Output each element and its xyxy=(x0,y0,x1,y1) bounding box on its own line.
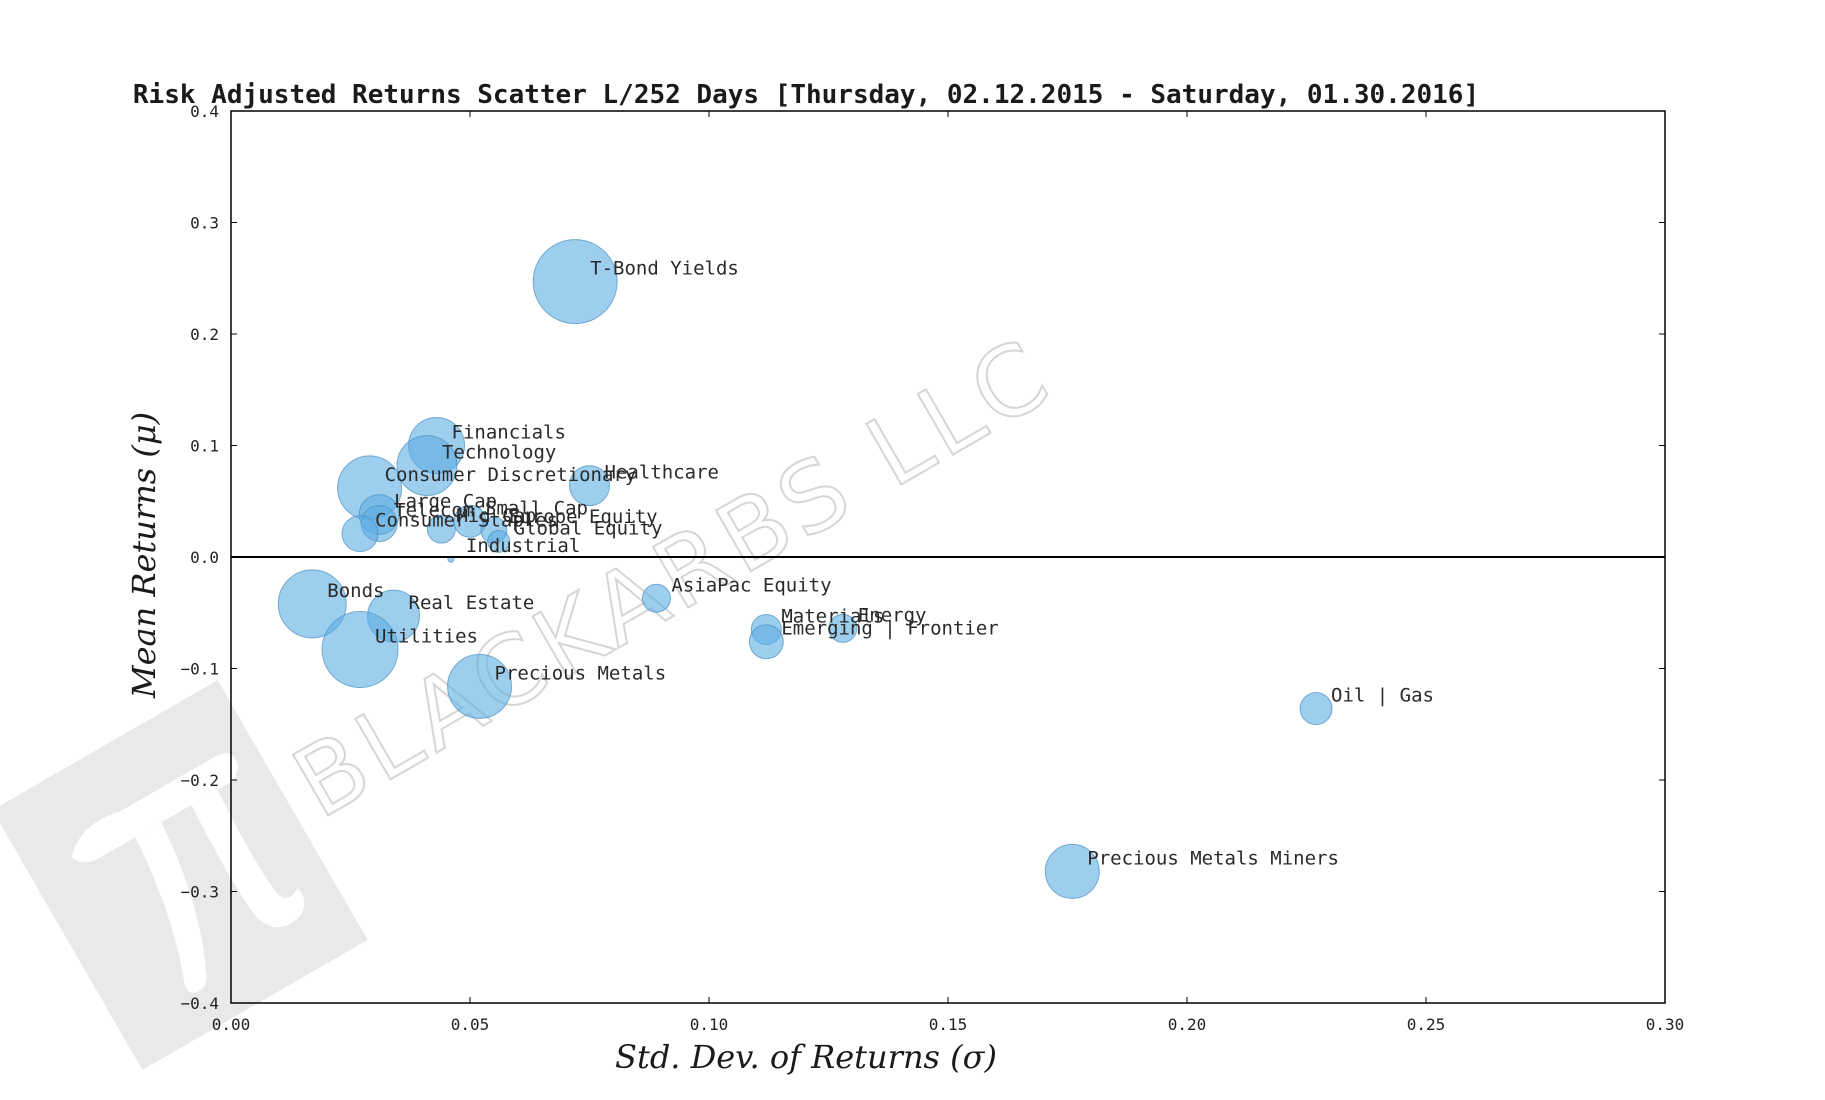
point-label: Telecom xyxy=(394,500,474,522)
point-8 xyxy=(426,514,456,544)
point-label: Real Estate xyxy=(409,592,535,614)
y-tick-label: −0.4 xyxy=(180,994,219,1013)
y-tick-label: 0.4 xyxy=(190,102,219,121)
point-label: Oil | Gas xyxy=(1331,685,1434,707)
labels-layer: T-Bond YieldsFinancialsTechnologyConsume… xyxy=(327,258,1434,870)
point-label: Financials xyxy=(452,422,566,444)
point-label: Consumer Staples xyxy=(375,510,558,532)
point-label: Large Cap xyxy=(394,491,497,513)
x-axis-label: Std. Dev. of Returns (σ) xyxy=(615,1038,997,1076)
point-label: Emerging | Frontier xyxy=(781,618,998,640)
point-14 xyxy=(277,569,347,639)
x-tick-label: 0.05 xyxy=(451,1015,490,1034)
point-label: T-Bond Yields xyxy=(590,258,739,280)
y-tick-label: 0.0 xyxy=(190,548,219,567)
y-axis-label: Mean Returns (μ) xyxy=(125,412,163,699)
y-tick-label: 0.2 xyxy=(190,325,219,344)
point-22 xyxy=(1044,843,1100,899)
point-4 xyxy=(569,465,610,507)
x-tick-label: 0.15 xyxy=(929,1015,968,1034)
point-label: AsiaPac Equity xyxy=(671,574,831,596)
point-13 xyxy=(641,583,671,613)
point-2 xyxy=(396,435,458,497)
y-tick-label: −0.3 xyxy=(180,883,219,902)
point-label: Materials xyxy=(781,605,884,627)
point-label: Energy xyxy=(858,604,927,626)
x-tick-label: 0.00 xyxy=(212,1015,251,1034)
chart-title: Risk Adjusted Returns Scatter L/252 Days… xyxy=(133,80,1479,110)
point-label: Global Equity xyxy=(514,517,663,539)
point-label: Europe Equity xyxy=(509,506,658,528)
point-19 xyxy=(321,611,399,689)
x-tick-label: 0.25 xyxy=(1407,1015,1446,1034)
point-0 xyxy=(532,239,618,325)
point-20 xyxy=(447,653,513,719)
point-label: Small Cap xyxy=(485,497,588,519)
points-layer xyxy=(277,239,1333,899)
y-tick-label: −0.2 xyxy=(180,771,219,790)
point-10 xyxy=(341,515,379,553)
point-label: Healthcare xyxy=(605,462,719,484)
y-tick-label: 0.1 xyxy=(190,437,219,456)
x-tick-label: 0.10 xyxy=(690,1015,729,1034)
point-label: Precious Metals xyxy=(495,662,667,684)
pi-logo-icon xyxy=(0,680,368,1070)
point-17 xyxy=(828,613,858,643)
x-tick-label: 0.20 xyxy=(1168,1015,1207,1034)
point-18 xyxy=(748,624,784,660)
point-label: Industrial xyxy=(466,535,580,557)
point-label: Consumer Discretionary xyxy=(385,464,637,486)
point-label: Utilities xyxy=(375,626,478,648)
point-21 xyxy=(1299,692,1333,726)
point-label: Mid Cap xyxy=(456,505,536,527)
y-tick-label: −0.1 xyxy=(180,660,219,679)
y-tick-label: 0.3 xyxy=(190,214,219,233)
point-11 xyxy=(487,529,511,553)
x-tick-label: 0.30 xyxy=(1646,1015,1685,1034)
point-label: Precious Metals Miners xyxy=(1087,847,1339,869)
point-label: Bonds xyxy=(327,580,384,602)
point-label: Technology xyxy=(442,442,556,464)
ticks-layer: 0.00 0.05 0.10 0.15 0.20 0.25 0.30 0.4 0.3 0.2 0.1… xyxy=(180,102,1684,1034)
